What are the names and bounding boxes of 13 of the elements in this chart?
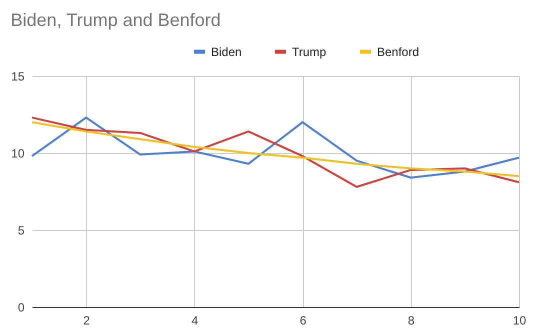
chart-title: Biden, Trump and Benford — [10, 10, 221, 30]
x-tick-label: 2 — [83, 314, 90, 328]
legend-label: Trump — [292, 44, 327, 59]
y-tick-label: 10 — [11, 146, 25, 160]
legend-label: Biden — [211, 44, 242, 59]
x-tick-label: 10 — [512, 314, 526, 328]
legend-label: Benford — [377, 44, 420, 59]
x-tick-label: 6 — [300, 314, 307, 328]
y-tick-label: 0 — [18, 300, 25, 314]
y-tick-label: 15 — [11, 70, 25, 84]
x-tick-label: 4 — [191, 314, 198, 328]
x-tick-label: 8 — [408, 314, 415, 328]
y-tick-label: 5 — [18, 224, 25, 238]
